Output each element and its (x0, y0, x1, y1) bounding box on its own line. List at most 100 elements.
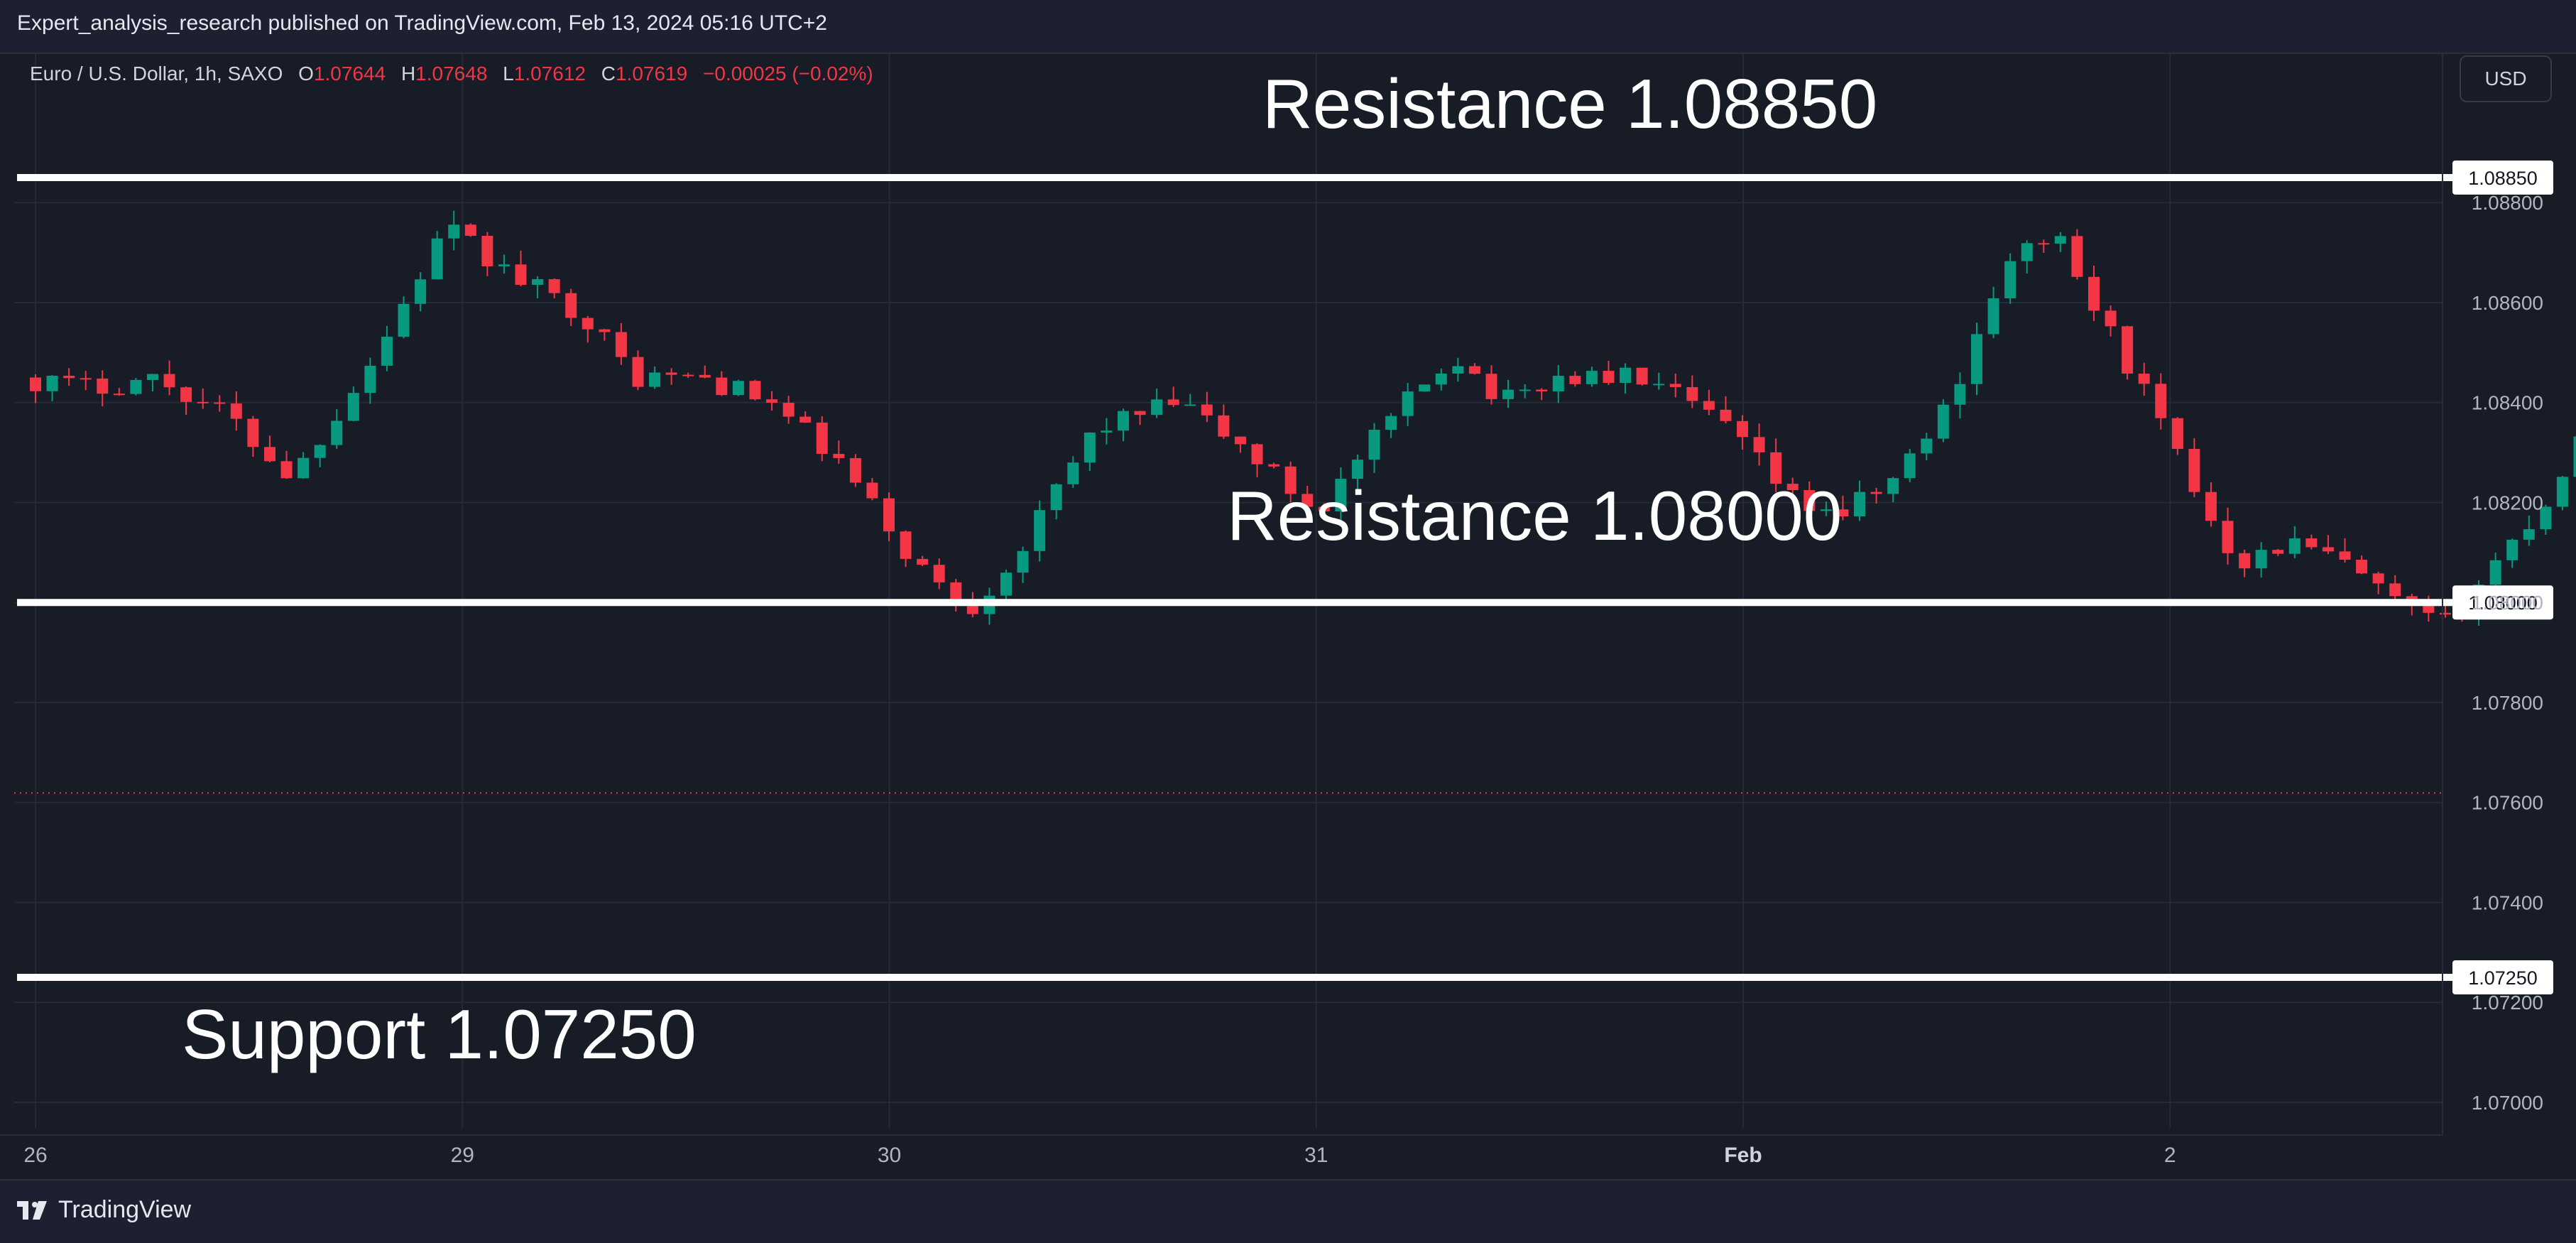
candle-body (1134, 411, 1146, 416)
candle-body (833, 454, 845, 458)
candle-body (180, 387, 192, 402)
candle-body (1452, 366, 1464, 374)
candle-body (298, 457, 310, 479)
candle-body (347, 393, 359, 421)
footer-bar: TradingView (0, 1179, 2576, 1243)
candle-body (2489, 560, 2501, 585)
candle-body (1870, 492, 1882, 494)
candle-body (883, 498, 895, 532)
candle-body (1552, 376, 1564, 392)
candle-body (1887, 478, 1899, 494)
candle-body (2506, 539, 2518, 560)
candle-body (1569, 376, 1581, 384)
candle-body (1151, 399, 1163, 416)
candle-body (2138, 374, 2150, 384)
currency-button[interactable]: USD (2460, 55, 2552, 102)
candle-body (1318, 506, 1330, 512)
candle-body (1351, 460, 1363, 479)
candle-body (1000, 572, 1013, 596)
candle-body (816, 422, 828, 455)
candle-body (732, 381, 744, 396)
candle-body (464, 224, 476, 236)
candle-body (448, 224, 460, 239)
candle-body (532, 279, 544, 285)
candle-body (599, 329, 611, 332)
candle-body (1117, 411, 1129, 431)
publish-bar: Expert_analysis_research published on Tr… (0, 0, 2576, 54)
candle-body (1786, 484, 1799, 490)
candle-body (30, 377, 41, 391)
candle-body (2540, 506, 2552, 530)
candle-body (2071, 236, 2083, 277)
candle-body (2122, 326, 2134, 374)
price-tick-label: 1.07000 (2472, 1092, 2543, 1114)
candle-body (1167, 399, 1179, 406)
candle-body (682, 374, 694, 376)
close-value: 1.07619 (615, 63, 688, 85)
tradingview-logo[interactable]: TradingView (17, 1196, 191, 1224)
candle-body (1536, 389, 1548, 392)
resistance-label: Resistance 1.08850 (1262, 65, 1877, 143)
candle-body (1904, 453, 1916, 479)
symbol-label[interactable]: Euro / U.S. Dollar, 1h, SAXO (30, 63, 283, 85)
candle-body (665, 372, 677, 375)
candle-body (2038, 243, 2050, 245)
time-tick-label: 2 (2164, 1144, 2176, 1167)
publish-line: Expert_analysis_research published on Tr… (17, 11, 827, 35)
level-price-tag (2452, 161, 2553, 195)
candle-body (1921, 438, 1933, 454)
time-tick-label: 26 (23, 1144, 47, 1167)
low-value: 1.07612 (513, 63, 586, 85)
resistance-label: Resistance 1.08000 (1227, 477, 1842, 555)
candle-body (900, 531, 912, 559)
support-label: Support 1.07250 (182, 995, 697, 1073)
level-price-tag-label: 1.07250 (2468, 967, 2538, 989)
candle-body (1017, 550, 1029, 573)
candle-body (1720, 409, 1732, 421)
candle-body (1385, 416, 1397, 430)
candle-body (2423, 604, 2435, 613)
open-label: O (298, 63, 314, 85)
time-tick-label: 31 (1304, 1144, 1328, 1167)
candle-body (431, 238, 443, 280)
candle-body (398, 303, 410, 337)
tradingview-logo-icon (17, 1200, 47, 1220)
level-price-tag-label: 1.08000 (2468, 592, 2538, 614)
candle-body (2155, 384, 2167, 418)
candle-body (2188, 449, 2200, 492)
candle-body (1519, 389, 1531, 391)
candle-body (2556, 477, 2568, 507)
candle-body (130, 379, 142, 394)
candle-body (1854, 492, 1866, 516)
candle-body (1737, 420, 1749, 438)
price-tick-label: 1.07400 (2472, 891, 2543, 913)
candle-body (2021, 243, 2033, 261)
price-tick-label: 1.08400 (2472, 392, 2543, 414)
candle-body (917, 558, 929, 565)
candle-body (2305, 538, 2318, 548)
candle-body (1435, 373, 1447, 385)
low-label: L (503, 63, 514, 85)
candle-body (1067, 462, 1079, 484)
time-tick-label: Feb (1724, 1144, 1762, 1167)
level-price-tag-label: 1.08850 (2468, 168, 2538, 189)
candle-body (1268, 464, 1280, 467)
candle-body (230, 403, 242, 419)
price-tick-label: 1.08000 (2472, 592, 2543, 614)
candle-body (381, 337, 393, 366)
candle-body (782, 403, 795, 417)
candle-body (1586, 371, 1598, 384)
ohlc-legend: Euro / U.S. Dollar, 1h, SAXO O1.07644 H1… (30, 63, 873, 85)
candle-body (1937, 404, 1949, 439)
candle-body (2272, 550, 2284, 554)
candle-body (2439, 612, 2451, 615)
candle-body (2573, 436, 2576, 477)
candle-body (2171, 418, 2183, 450)
candle-body (649, 372, 661, 387)
candle-body (2339, 551, 2351, 560)
candle-body (1234, 436, 1246, 445)
level-price-tag (2452, 960, 2553, 994)
candle-body (247, 418, 259, 447)
